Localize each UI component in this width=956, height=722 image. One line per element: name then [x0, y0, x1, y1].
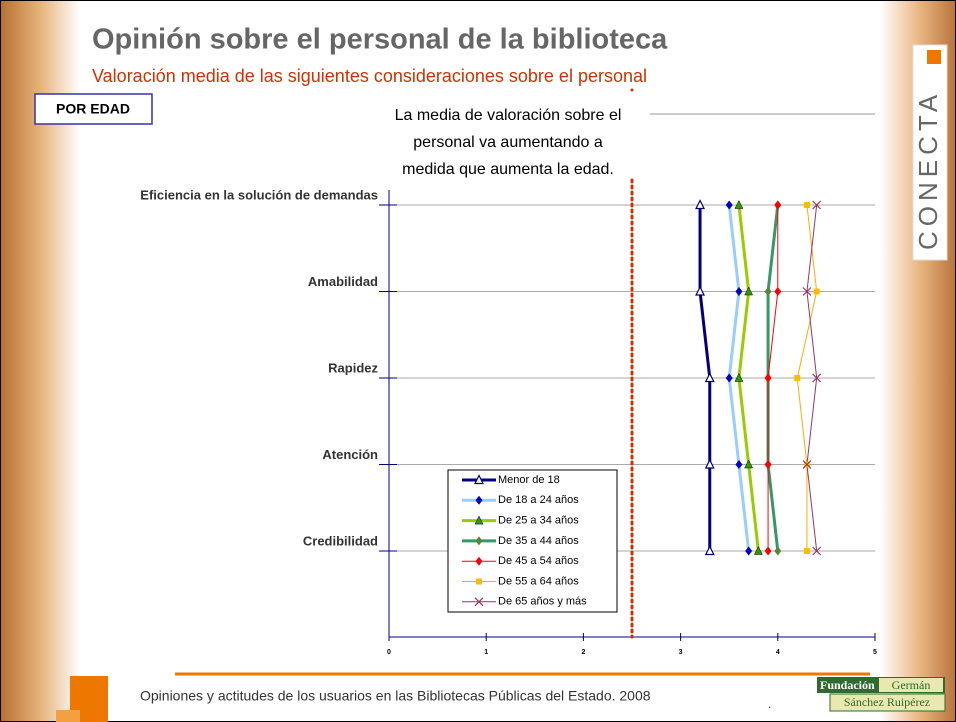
marker	[812, 373, 822, 383]
marker	[803, 548, 810, 554]
marker	[744, 459, 754, 469]
footer: Opiniones y actitudes de los usuarios en…	[140, 688, 651, 704]
tag: POR EDAD	[56, 101, 130, 117]
marker	[764, 460, 772, 469]
annotation: medida que aumenta la edad.	[402, 161, 614, 178]
subtitle: Valoración media de las siguientes consi…	[92, 66, 647, 86]
x-tick-label: 5	[873, 649, 877, 656]
reference-dot	[630, 88, 634, 92]
legend-label: De 45 a 54 años	[498, 555, 579, 567]
marker	[474, 597, 484, 607]
annotation: La media de valoración sobre el	[395, 107, 622, 124]
marker	[813, 288, 820, 295]
marker	[475, 495, 483, 505]
category-label: Rapidez	[328, 360, 378, 375]
logo-highlight	[879, 678, 943, 692]
x-tick-label: 2	[581, 649, 585, 656]
x-tick-label: 1	[484, 649, 488, 656]
brand-square	[927, 50, 941, 64]
marker	[476, 578, 482, 585]
legend-label: Menor de 18	[498, 474, 560, 486]
marker	[764, 287, 772, 296]
title: Opinión sobre el personal de la bibliote…	[92, 24, 668, 56]
marker	[744, 286, 754, 296]
category-label: Amabilidad	[308, 274, 378, 289]
marker	[812, 200, 822, 210]
corner-logo-part	[56, 710, 80, 722]
category-label: Eficiencia en la solución de demandas	[140, 187, 378, 202]
marker	[735, 287, 743, 296]
marker	[753, 545, 763, 555]
marker	[475, 556, 483, 566]
marker	[704, 545, 715, 556]
marker	[725, 373, 733, 383]
legend-label: De 35 a 44 años	[498, 535, 579, 547]
marker	[764, 373, 772, 383]
logo-bottom	[829, 693, 946, 712]
marker	[794, 375, 801, 381]
category-label: Atención	[322, 447, 378, 462]
marker	[695, 285, 706, 296]
x-tick-label: 3	[679, 649, 683, 656]
marker	[735, 460, 743, 469]
marker	[475, 536, 483, 546]
logo-text: Germán	[892, 678, 931, 692]
x-tick-label: 0	[387, 649, 391, 656]
marker	[734, 199, 744, 209]
marker	[474, 515, 484, 525]
marker	[774, 287, 782, 296]
legend-label: De 25 a 34 años	[498, 515, 579, 527]
marker	[802, 287, 812, 296]
marker	[774, 546, 782, 556]
marker	[802, 460, 812, 469]
x-tick-label: 4	[776, 649, 780, 656]
marker	[774, 200, 782, 210]
legend-label: De 65 años y más	[498, 596, 587, 608]
marker	[764, 546, 772, 556]
marker	[725, 200, 733, 210]
logo-text: Fundación	[820, 678, 875, 692]
footer-mark: .	[768, 697, 771, 711]
marker	[704, 372, 715, 383]
marker	[745, 546, 753, 556]
tag-box	[34, 93, 153, 125]
logo-text: Sánchez Ruipérez	[844, 695, 930, 709]
marker	[734, 372, 744, 382]
marker	[704, 458, 715, 469]
marker	[695, 199, 706, 210]
legend-label: De 18 a 24 años	[498, 494, 579, 506]
brand-box	[912, 44, 948, 261]
category-label: Credibilidad	[303, 533, 378, 548]
annotation: personal va aumentando a	[413, 134, 603, 151]
brand: CONECTA	[913, 90, 943, 250]
legend-label: De 55 a 64 años	[498, 575, 579, 587]
marker	[803, 202, 810, 208]
marker	[812, 546, 822, 556]
marker	[474, 474, 484, 485]
